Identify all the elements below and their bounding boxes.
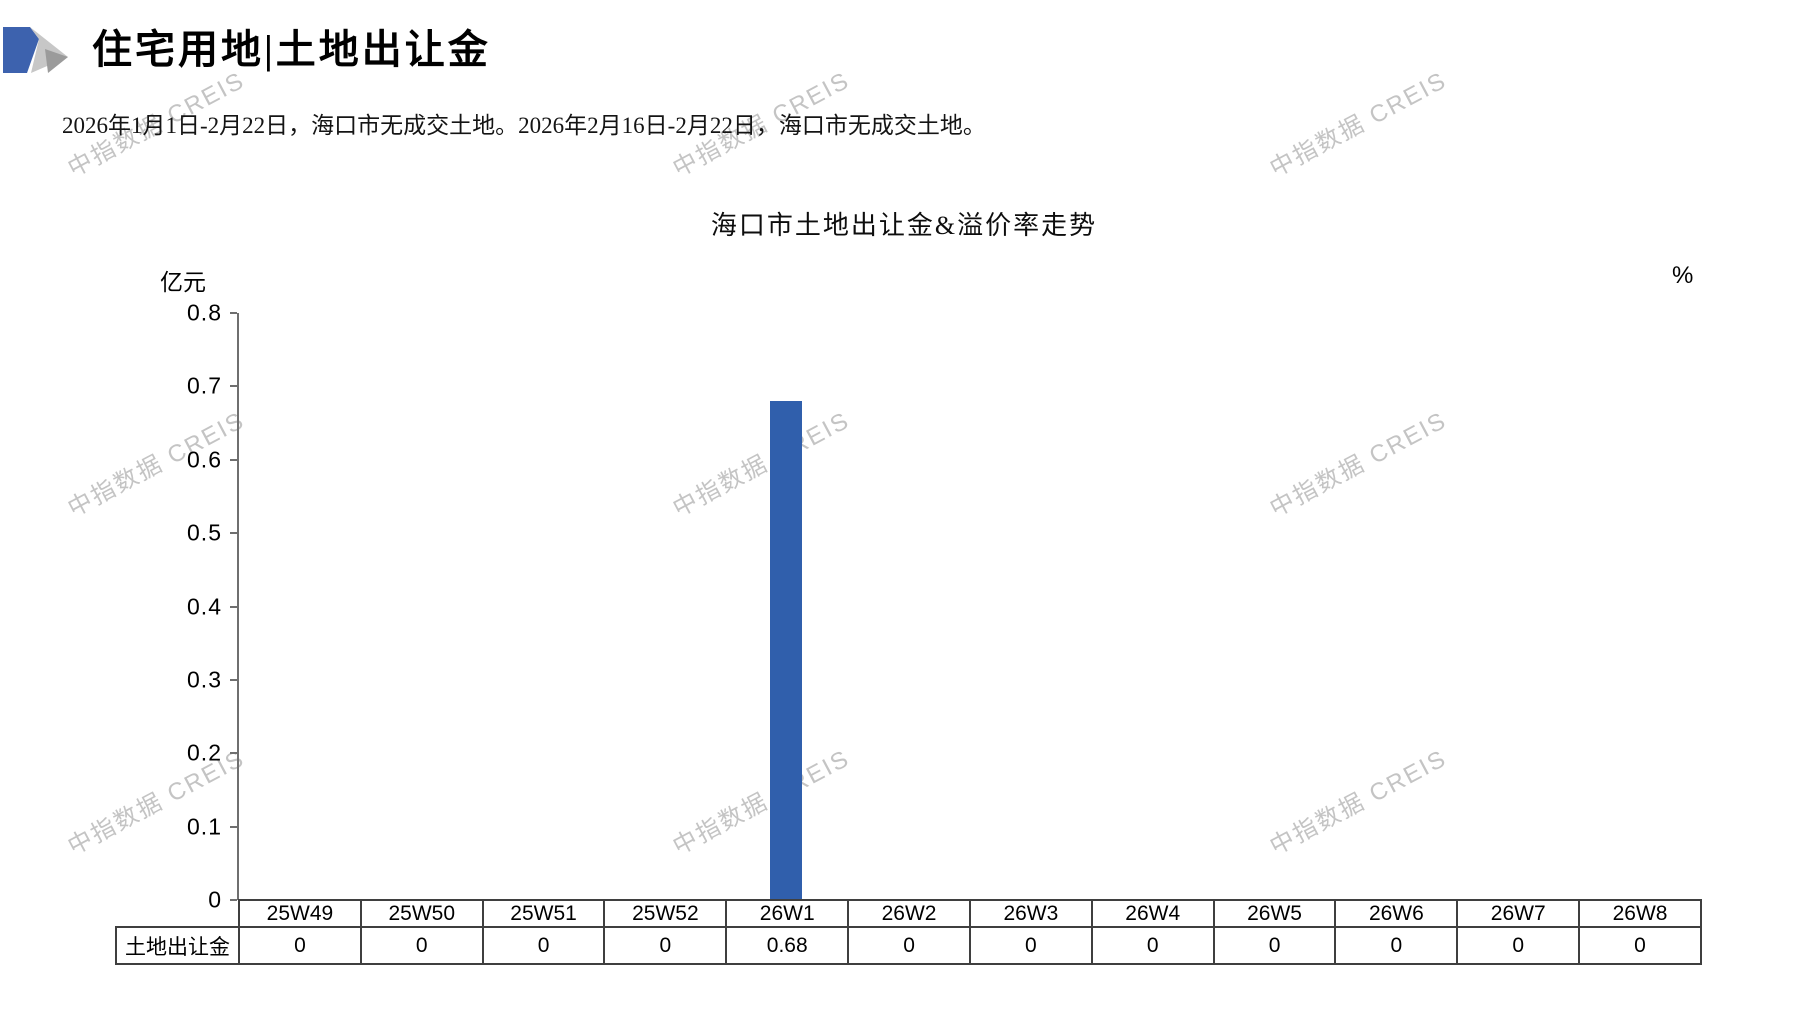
x-axis-category-cell: 26W5 [1212, 899, 1337, 928]
series-row-label: 土地出让金 [115, 926, 240, 965]
series-value-cell: 0 [1578, 926, 1702, 965]
x-axis-category-cell: 26W7 [1456, 899, 1581, 928]
series-value-cell: 0 [1090, 926, 1215, 965]
x-axis-category-cell: 26W2 [847, 899, 971, 928]
y-axis-tick-label: 0.5 [187, 519, 222, 546]
y-axis-tick-label: 0.3 [187, 666, 222, 693]
series-value-cell: 0 [481, 926, 606, 965]
series-value-cell: 0 [847, 926, 971, 965]
series-value-cell: 0 [238, 926, 362, 965]
y-axis-tick [230, 312, 237, 314]
y-axis-tick [230, 825, 237, 828]
y-axis-line [237, 313, 239, 900]
logo-light-gray-shape [30, 27, 68, 73]
series-value-cell: 0.68 [725, 926, 850, 965]
logo-dark-gray-shape [45, 49, 68, 73]
series-value-cell: 0 [968, 926, 1093, 965]
y-axis-tick [230, 532, 237, 535]
x-axis-category-cell: 25W51 [481, 899, 606, 928]
logo-blue-shape [3, 27, 39, 73]
y-axis-tick-label: 0 [208, 886, 222, 913]
y-axis-tick [230, 752, 237, 755]
series-value-cell: 0 [359, 926, 484, 965]
y-axis-tick-label: 0.2 [187, 739, 222, 766]
series-value-cell: 0 [1212, 926, 1337, 965]
right-axis-unit-label: % [1672, 262, 1694, 289]
x-axis-category-cell: 25W52 [603, 899, 728, 928]
x-axis-category-cell: 26W4 [1090, 899, 1215, 928]
summary-text: 2026年1月1日-2月22日，海口市无成交土地。2026年2月16日-2月22… [62, 113, 986, 138]
y-axis-tick [230, 899, 237, 901]
section-logo [3, 27, 68, 73]
x-axis-category-cell: 26W3 [968, 899, 1093, 928]
chart-title: 海口市土地出让金&溢价率走势 [710, 211, 1098, 240]
page-title: 住宅用地|土地出让金 [92, 27, 491, 72]
bar-26W1 [770, 401, 803, 900]
y-axis-tick [230, 605, 237, 608]
x-axis-category-cell: 25W49 [238, 899, 362, 928]
series-value-cell: 0 [603, 926, 728, 965]
y-axis-tick-label: 0.8 [187, 299, 222, 326]
y-axis-tick-label: 0.4 [187, 593, 222, 619]
left-axis-unit-label: 亿元 [160, 270, 206, 295]
series-value-cell: 0 [1456, 926, 1581, 965]
chart-data-table: 25W49 25W50 25W51 25W52 26W1 26W2 26W3 26W4 26W5… [115, 899, 1702, 965]
y-axis-tick [230, 678, 237, 681]
x-axis-category-cell: 26W1 [725, 899, 850, 928]
table-corner-blank-cell [116, 900, 239, 927]
y-axis-tick [230, 385, 237, 388]
y-axis-tick [230, 458, 237, 461]
y-axis-tick-label: 0.6 [187, 446, 222, 473]
y-axis-tick-label: 0.7 [187, 372, 222, 399]
y-axis-tick-label: 0.1 [187, 813, 222, 840]
series-value-cell: 0 [1334, 926, 1459, 965]
x-axis-category-cell: 26W6 [1334, 899, 1459, 928]
x-axis-category-cell: 25W50 [359, 899, 484, 928]
x-axis-category-cell: 26W8 [1578, 899, 1702, 928]
